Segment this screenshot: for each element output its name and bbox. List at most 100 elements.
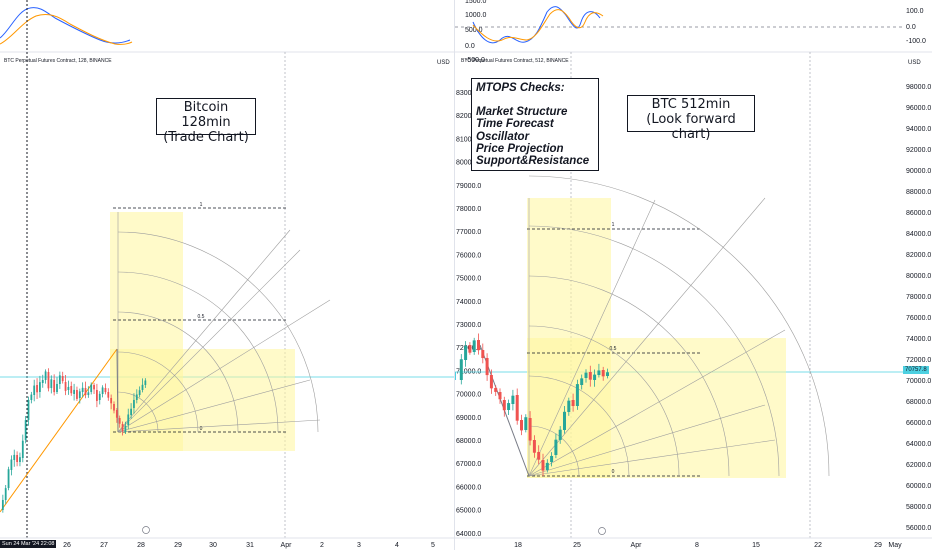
right-candle bbox=[489, 375, 493, 389]
left-fan-ray bbox=[117, 229, 291, 433]
right-candle bbox=[528, 418, 532, 441]
left-chart-note[interactable]: Bitcoin 128min (Trade Chart) bbox=[156, 98, 256, 145]
left-candle bbox=[144, 380, 147, 385]
right-fan-ray bbox=[528, 199, 656, 477]
mtops-item: Price Projection bbox=[476, 142, 564, 155]
right-left-axis-tick: 67000.0 bbox=[456, 461, 481, 468]
left-candle bbox=[58, 375, 61, 384]
left-symbol-label: BTC Perpetual Futures Contract, 128, BIN… bbox=[4, 58, 112, 64]
right-candle bbox=[511, 395, 515, 404]
right-candle bbox=[485, 358, 489, 376]
left-candle bbox=[70, 386, 73, 394]
left-candle bbox=[24, 420, 27, 440]
left-candle bbox=[30, 394, 33, 400]
right-right-axis-tick: 62000.0 bbox=[906, 462, 931, 469]
mtops-checks-note[interactable]: MTOPS Checks: Market Structure Time Fore… bbox=[471, 78, 599, 172]
right-fan-ray bbox=[528, 329, 786, 477]
right-left-axis-tick: 73000.0 bbox=[456, 322, 481, 329]
left-currency-label: USD bbox=[437, 60, 450, 66]
left-x-tick: 29 bbox=[174, 542, 182, 549]
left-note-line2: (Trade Chart) bbox=[163, 130, 249, 145]
left-trend-line bbox=[0, 348, 118, 513]
right-right-axis-tick: 88000.0 bbox=[906, 189, 931, 196]
left-x-tick: 3 bbox=[357, 542, 361, 549]
left-date-tag: Sun 24 Mar '24 22:08 bbox=[0, 540, 57, 548]
left-candle bbox=[1, 499, 4, 510]
right-osc-right-tick: 0.0 bbox=[906, 24, 916, 31]
right-left-axis-tick: 77000.0 bbox=[456, 229, 481, 236]
right-x-tick: 18 bbox=[514, 542, 522, 549]
right-note-line1: BTC 512min bbox=[651, 97, 731, 112]
left-chart-pane[interactable]: 1 0.5 0 26 27 28 29 30 31 Apr 2 3 4 5 BTC Perpetual F… bbox=[0, 0, 455, 550]
left-candle bbox=[64, 382, 67, 391]
left-x-tick: 26 bbox=[63, 542, 71, 549]
right-fan-ray bbox=[528, 197, 766, 477]
right-osc-right-tick: -100.0 bbox=[906, 38, 926, 45]
left-candle bbox=[39, 382, 41, 392]
right-right-axis-tick: 68000.0 bbox=[906, 399, 931, 406]
left-candle bbox=[19, 457, 21, 462]
left-candle bbox=[84, 388, 87, 396]
right-note-line2: (Look forward chart) bbox=[646, 112, 736, 142]
left-candle bbox=[93, 385, 95, 390]
left-candle bbox=[56, 383, 58, 392]
right-chart-note[interactable]: BTC 512min (Look forward chart) bbox=[627, 95, 755, 142]
right-right-axis-tick: 92000.0 bbox=[906, 147, 931, 154]
left-fib-level-label: 1 bbox=[200, 202, 203, 208]
right-right-axis-tick: 76000.0 bbox=[906, 315, 931, 322]
left-candle bbox=[44, 371, 47, 380]
right-fan-arc bbox=[528, 225, 780, 477]
right-candle bbox=[601, 370, 605, 377]
right-osc-right-tick: 100.0 bbox=[906, 8, 924, 15]
right-fan-arc bbox=[528, 425, 580, 477]
left-fan-ray bbox=[117, 249, 301, 433]
right-x-tick: 29 bbox=[874, 542, 882, 549]
right-left-axis-tick: 83000.0 bbox=[456, 90, 481, 97]
right-right-axis-tick: 78000.0 bbox=[906, 294, 931, 301]
right-chart-canvas[interactable]: 1500.0 1000.0 500.0 0.0 -500.0 100.0 0.0 -100.0… bbox=[455, 0, 932, 550]
right-osc-blue-line bbox=[472, 6, 601, 44]
mtops-title: MTOPS Checks: bbox=[476, 82, 565, 94]
right-x-tick: 8 bbox=[695, 542, 699, 549]
left-candle bbox=[61, 376, 64, 382]
right-right-axis-tick: 98000.0 bbox=[906, 84, 931, 91]
right-x-tick: 25 bbox=[573, 542, 581, 549]
left-candle bbox=[138, 390, 141, 395]
left-x-tick: 28 bbox=[137, 542, 145, 549]
right-candle bbox=[494, 388, 498, 392]
left-candle bbox=[133, 399, 135, 408]
left-x-tick: 5 bbox=[431, 542, 435, 549]
left-candle bbox=[127, 414, 130, 425]
left-candle bbox=[36, 385, 38, 393]
left-drop-line bbox=[116, 348, 119, 433]
right-candle bbox=[498, 392, 502, 400]
left-date-tag-date: Sun 24 Mar '24 bbox=[2, 541, 40, 547]
right-events-icon bbox=[598, 527, 606, 535]
left-candle bbox=[47, 372, 50, 389]
right-right-axis-tick: 94000.0 bbox=[906, 126, 931, 133]
right-candle bbox=[459, 359, 463, 380]
right-right-axis-tick: 90000.0 bbox=[906, 168, 931, 175]
right-osc-orange-line bbox=[472, 9, 604, 42]
left-x-tick: 30 bbox=[209, 542, 217, 549]
right-candle bbox=[532, 440, 536, 453]
right-candle bbox=[464, 345, 468, 360]
right-current-price-tag: 70757.8 bbox=[903, 366, 929, 374]
left-candle bbox=[101, 387, 104, 394]
right-x-tick: Apr bbox=[631, 542, 643, 549]
left-candle bbox=[10, 459, 13, 470]
right-left-axis-tick: 68000.0 bbox=[456, 438, 481, 445]
right-candle bbox=[477, 340, 480, 351]
right-fan-arc bbox=[528, 275, 730, 477]
right-left-axis-tick: 69000.0 bbox=[456, 415, 481, 422]
left-chart-canvas[interactable]: 1 0.5 0 26 27 28 29 30 31 Apr 2 3 4 5 bbox=[0, 0, 454, 550]
left-candle bbox=[76, 390, 78, 399]
right-candle bbox=[468, 345, 472, 353]
left-x-tick: 2 bbox=[320, 542, 324, 549]
left-fan-ray bbox=[117, 379, 311, 433]
right-chart-pane[interactable]: 1500.0 1000.0 500.0 0.0 -500.0 100.0 0.0 -100.0… bbox=[455, 0, 932, 550]
left-note-line1: Bitcoin 128min bbox=[181, 100, 231, 130]
left-candle bbox=[118, 418, 121, 424]
right-right-axis-tick: 80000.0 bbox=[906, 273, 931, 280]
right-candle bbox=[481, 350, 485, 359]
